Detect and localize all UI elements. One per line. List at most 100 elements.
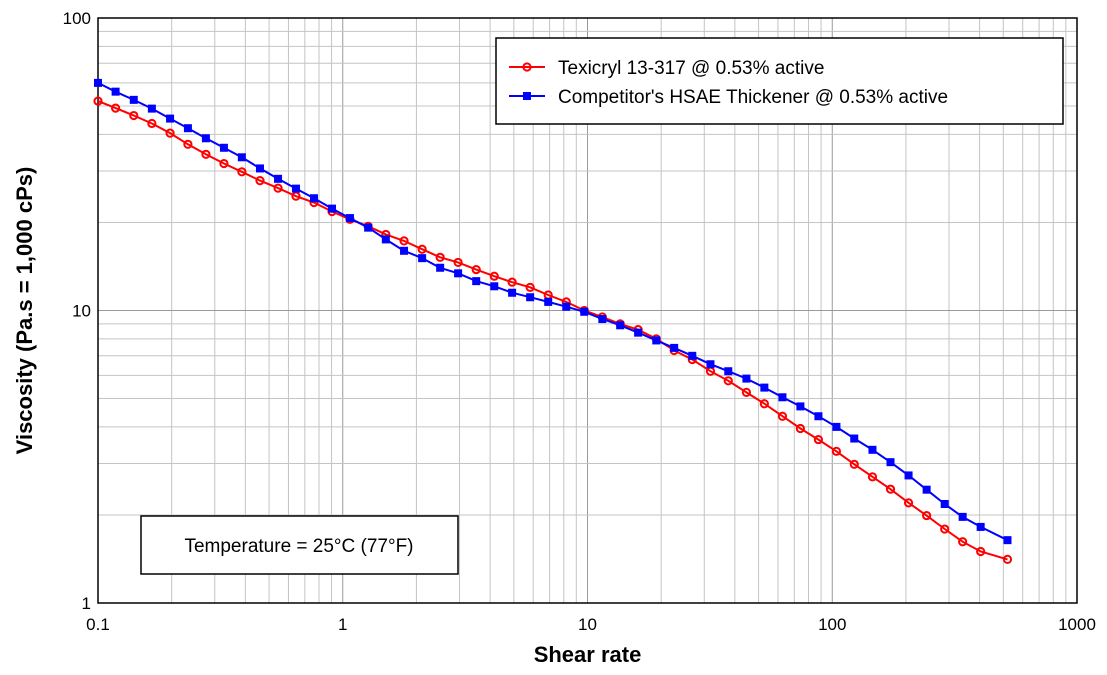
data-point [201,149,211,159]
series-line [97,82,1008,542]
data-point [1002,554,1013,564]
data-point [94,78,102,87]
y-axis-title: Viscosity (Pa.s = 1,000 cPs) [12,167,37,455]
series-line [97,100,1008,561]
legend-label-competitor: Competitor's HSAE Thickener @ 0.53% acti… [558,87,948,108]
legend-marker-competitor [523,92,531,100]
data-point [93,96,103,106]
data-point [868,445,877,454]
data-point [237,167,247,177]
data-point [328,204,337,213]
data-point [777,411,788,421]
temperature-annotation: Temperature = 25°C (77°F) [140,515,459,575]
annotation-text: Temperature = 25°C (77°F) [184,536,413,557]
y-tick-label: 1 [82,594,91,613]
data-point [652,336,661,345]
series-1 [94,78,1012,545]
data-point [526,293,535,302]
data-point [471,264,481,275]
data-point [850,434,859,443]
data-point [345,214,354,223]
data-point [165,128,175,138]
data-point [435,252,445,262]
data-point [147,104,156,113]
data-point [885,484,896,494]
data-point [922,485,931,494]
legend-marker-texicryl [522,62,532,72]
data-point [831,446,842,456]
data-point [472,277,481,286]
y-tick-label: 100 [63,9,91,28]
data-point [525,282,535,292]
x-tick-label: 1000 [1058,615,1096,634]
data-point [381,235,390,244]
data-point [417,244,427,254]
data-point [760,383,769,392]
data-point [364,223,373,232]
y-tick-label: 10 [72,302,91,321]
legend-label-texicryl: Texicryl 13-317 @ 0.53% active [558,58,824,79]
data-point [706,360,715,369]
data-point [886,458,895,467]
data-point [867,472,878,482]
data-point [129,95,138,104]
data-point [903,498,914,508]
data-point [795,423,805,434]
data-point [309,194,318,203]
data-point [255,176,265,186]
data-point [183,124,192,133]
data-point [562,302,571,311]
data-point [940,500,949,509]
data-point [400,246,409,255]
data-point [183,139,193,149]
x-tick-label: 0.1 [86,615,110,634]
legend-item-texicryl: Texicryl 13-317 @ 0.53% active [509,58,824,79]
data-point [1003,536,1012,545]
data-point [688,351,697,360]
x-tick-label: 1 [338,615,347,634]
data-point [741,387,752,397]
data-point [796,402,805,411]
data-point [237,153,246,162]
plot-area-frame [97,17,1078,604]
data-point [670,343,679,352]
data-point [814,412,823,421]
legend-item-competitor: Competitor's HSAE Thickener @ 0.53% acti… [509,87,948,108]
data-point [489,271,499,281]
data-point [219,143,228,152]
data-point [580,307,589,316]
data-point [129,110,139,121]
data-point [255,164,264,173]
data-point [976,546,986,557]
tick-labels: 0.1 1 10 100 1000 1 10 100 [63,9,1096,634]
data-point [724,367,733,376]
data-point [940,524,950,534]
data-point [508,288,517,297]
annotation-box [140,515,459,575]
data-point [723,376,733,386]
data-point [436,263,445,272]
data-point [904,471,913,480]
legend: Texicryl 13-317 @ 0.53% active Competito… [495,37,1064,125]
data-point [742,374,751,383]
data-point [958,512,967,521]
data-point [832,422,841,431]
data-point [507,277,517,287]
data-point [110,103,121,113]
data-point [634,328,643,337]
data-point [453,257,463,268]
data-point [778,393,787,402]
data-point [166,114,175,123]
x-tick-label: 10 [578,615,597,634]
data-point [490,282,499,291]
data-point [111,87,120,96]
x-axis-title: Shear rate [534,642,642,667]
data-point [201,134,210,143]
data-point [454,269,463,278]
legend-box [495,37,1064,125]
data-point [813,434,824,445]
data-point [958,537,968,547]
data-point [976,522,985,531]
